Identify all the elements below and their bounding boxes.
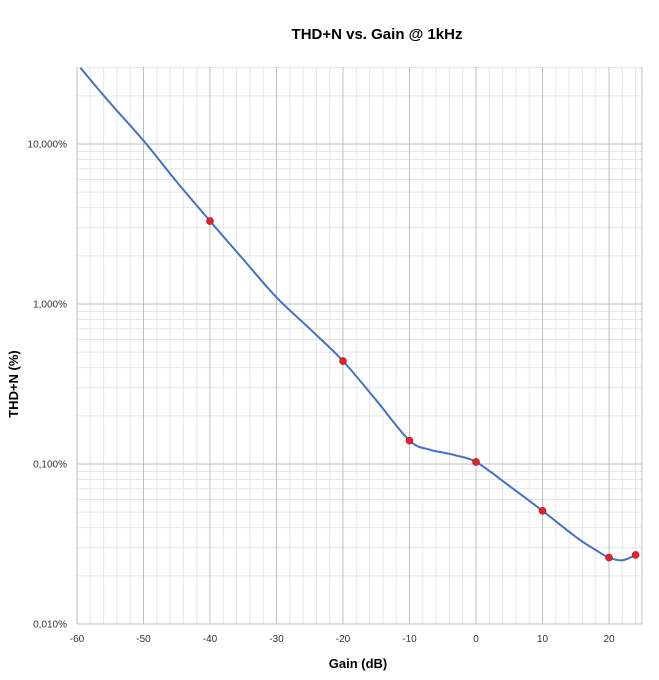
x-tick-label: -50	[136, 634, 151, 645]
x-tick-label: 10	[537, 634, 549, 645]
y-tick-label: 0,100%	[33, 460, 67, 471]
x-tick-label: -60	[70, 634, 85, 645]
y-axis-title: THD+N (%)	[6, 350, 21, 418]
chart-title: THD+N vs. Gain @ 1kHz	[292, 26, 463, 43]
series-layer	[79, 67, 640, 562]
x-tick-label: -40	[203, 634, 218, 645]
x-tick-label: -30	[269, 634, 284, 645]
x-tick-label: 0	[473, 634, 479, 645]
series-line	[79, 67, 637, 562]
x-tick-label: -10	[402, 634, 417, 645]
data-point	[339, 357, 347, 365]
y-tick-label: 1,000%	[33, 300, 67, 311]
data-point	[405, 436, 414, 445]
tick-labels: -60 -50 -40 -30 -20 -10 0 10 20 0,010% 0,100% 1,000…	[28, 140, 615, 646]
x-tick-label: -20	[336, 634, 351, 645]
x-axis-title: Gain (dB)	[329, 656, 388, 671]
major-gridlines	[76, 67, 643, 625]
data-point	[605, 553, 613, 562]
x-tick-label: 20	[603, 634, 615, 645]
minor-gridlines	[77, 67, 642, 624]
y-tick-label: 0,010%	[33, 620, 67, 631]
data-point	[472, 458, 480, 466]
data-point	[206, 217, 214, 225]
data-point	[631, 551, 640, 559]
y-tick-label: 10,000%	[28, 140, 68, 151]
data-point	[538, 506, 547, 515]
